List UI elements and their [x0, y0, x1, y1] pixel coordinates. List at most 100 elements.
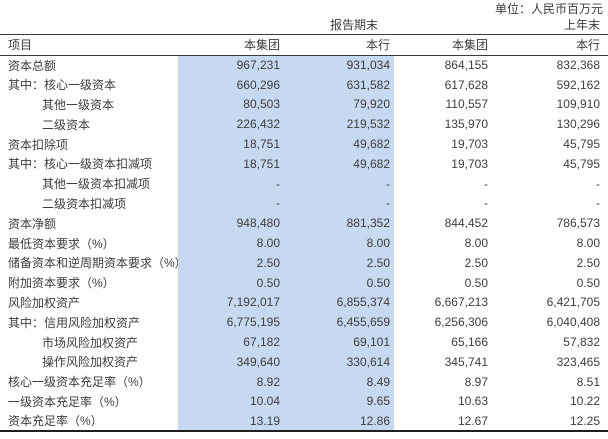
cell-value: 8.51: [576, 374, 600, 389]
row-label: 其中：核心一级资本扣减项: [8, 157, 153, 172]
table-row: 一级资本充足率（%） 10.04 9.65 10.63 10.22: [0, 391, 608, 412]
cell-value: 130,296: [556, 117, 600, 132]
cell-value: -: [596, 196, 600, 211]
cell-value: -: [284, 173, 394, 194]
cell-value: 67,182: [178, 332, 284, 352]
cell-value: 110,557: [445, 97, 489, 112]
cell-value: 6,455,659: [284, 312, 394, 333]
row-label: 操作风险加权资产: [42, 355, 139, 370]
table-row: 其他一级资本扣减项 - - - -: [0, 173, 608, 194]
cell-value: 832,368: [556, 58, 600, 73]
cell-value: 931,034: [284, 55, 394, 75]
cell-value: 9.65: [284, 391, 394, 412]
cell-value: 881,352: [284, 213, 394, 234]
table-row: 附加资本要求（%） 0.50 0.50 0.50 0.50: [0, 272, 608, 293]
cell-value: 57,832: [563, 335, 600, 350]
cell-value: 6,421,705: [546, 295, 600, 310]
cell-value: 45,795: [563, 156, 600, 171]
capital-adequacy-table: 报告期末 上年末 项目 本集团 本行 本集团 本行 资本总额 967,231 931…: [0, 16, 608, 433]
table-row: 二级资本扣减项 - - - -: [0, 193, 608, 214]
cell-value: 10.22: [569, 394, 600, 409]
cell-value: 13.19: [178, 411, 284, 433]
cell-value: 6,855,374: [284, 292, 394, 313]
row-label: 其中：信用风险加权资产: [8, 315, 141, 330]
row-label: 一级资本充足率（%）: [8, 394, 127, 409]
cell-value: 65,166: [451, 335, 488, 350]
table-row: 风险加权资产 7,192,017 6,855,374 6,667,213 6,421,7…: [0, 292, 608, 313]
cell-value: 6,040,408: [546, 315, 600, 330]
cell-value: 660,296: [178, 74, 284, 95]
unit-label: 单位：人民币百万元: [494, 2, 603, 16]
table-row: 其中：信用风险加权资产 6,775,195 6,455,659 6,256,306 6,…: [0, 312, 608, 333]
cell-value: 8.00: [464, 236, 488, 251]
row-label: 资本净额: [8, 216, 57, 231]
cell-value: 330,614: [284, 351, 394, 372]
cell-value: 2.50: [464, 255, 488, 270]
cell-value: -: [596, 176, 600, 191]
table-row: 资本净额 948,480 881,352 844,452 786,573: [0, 213, 608, 234]
group-header-spacer: [394, 16, 492, 35]
cell-value: 135,970: [444, 117, 488, 132]
cell-value: 80,503: [178, 94, 284, 115]
row-label: 核心一级资本充足率（%）: [8, 375, 151, 390]
column-header-group-current: 本集团: [178, 34, 284, 56]
cell-value: 109,910: [556, 97, 600, 112]
group-header-reporting-period-end: 报告期末: [284, 16, 394, 35]
cell-value: 592,162: [556, 77, 600, 92]
cell-value: 226,432: [178, 114, 284, 135]
cell-value: 8.49: [284, 371, 394, 392]
cell-value: -: [484, 176, 488, 191]
cell-value: -: [178, 173, 284, 194]
cell-value: 8.00: [178, 233, 284, 253]
table-row: 其中：核心一级资本 660,296 631,582 617,628 592,162: [0, 74, 608, 95]
table-row: 最低资本要求（%） 8.00 8.00 8.00 8.00: [0, 233, 608, 253]
cell-value: 8.97: [464, 374, 488, 389]
row-label: 资本扣除项: [8, 137, 69, 152]
table-row: 市场风险加权资产 67,182 69,101 65,166 57,832: [0, 332, 608, 352]
row-label: 二级资本: [42, 117, 91, 132]
cell-value: 345,741: [444, 354, 488, 369]
table-row: 资本充足率（%） 13.19 12.86 12.67 12.25: [0, 411, 608, 433]
row-label: 储备资本和逆周期资本要求（%）: [8, 256, 178, 271]
cell-value: 12.67: [394, 411, 492, 433]
row-label: 最低资本要求（%）: [8, 236, 115, 251]
cell-value: 10.04: [178, 391, 284, 412]
table-row: 核心一级资本充足率（%） 8.92 8.49 8.97 8.51: [0, 371, 608, 392]
cell-value: 967,231: [178, 55, 284, 75]
group-header-prior-year-end: 上年末: [492, 16, 608, 35]
table-row: 二级资本 226,432 219,532 135,970 130,296: [0, 114, 608, 135]
column-header-row: 项目 本集团 本行 本集团 本行: [0, 34, 608, 56]
cell-value: 49,682: [284, 153, 394, 174]
cell-value: 844,452: [444, 216, 488, 231]
cell-value: 69,101: [284, 332, 394, 352]
column-header-item: 项目: [0, 34, 178, 56]
row-label: 风险加权资产: [8, 295, 81, 310]
cell-value: 79,920: [284, 94, 394, 115]
cell-value: 6,256,306: [434, 315, 488, 330]
cell-value: 349,640: [178, 351, 284, 372]
cell-value: 2.50: [284, 252, 394, 273]
cell-value: 8.92: [178, 371, 284, 392]
cell-value: 49,682: [284, 134, 394, 154]
cell-value: 631,582: [284, 74, 394, 95]
table-row: 其中：核心一级资本扣减项 18,751 49,682 19,703 45,795: [0, 153, 608, 174]
row-label: 附加资本要求（%）: [8, 276, 115, 291]
table-row: 资本扣除项 18,751 49,682 19,703 45,795: [0, 134, 608, 154]
group-header-spacer: [178, 16, 284, 35]
cell-value: 2.50: [178, 252, 284, 273]
cell-value: 948,480: [178, 213, 284, 234]
cell-value: 45,795: [563, 137, 600, 152]
table-body: 资本总额 967,231 931,034 864,155 832,368 其中：核心一级资…: [0, 55, 608, 433]
row-label: 其他一级资本扣减项: [42, 177, 151, 192]
cell-value: 219,532: [284, 114, 394, 135]
column-header-group-prior: 本集团: [394, 34, 492, 56]
column-header-bank-current: 本行: [284, 34, 394, 56]
cell-value: -: [178, 193, 284, 214]
cell-value: -: [284, 193, 394, 214]
cell-value: 12.86: [284, 411, 394, 433]
cell-value: 786,573: [556, 216, 600, 231]
cell-value: 0.50: [576, 275, 600, 290]
cell-value: 7,192,017: [178, 292, 284, 313]
cell-value: 6,775,195: [178, 312, 284, 333]
cell-value: 6,667,213: [434, 295, 488, 310]
